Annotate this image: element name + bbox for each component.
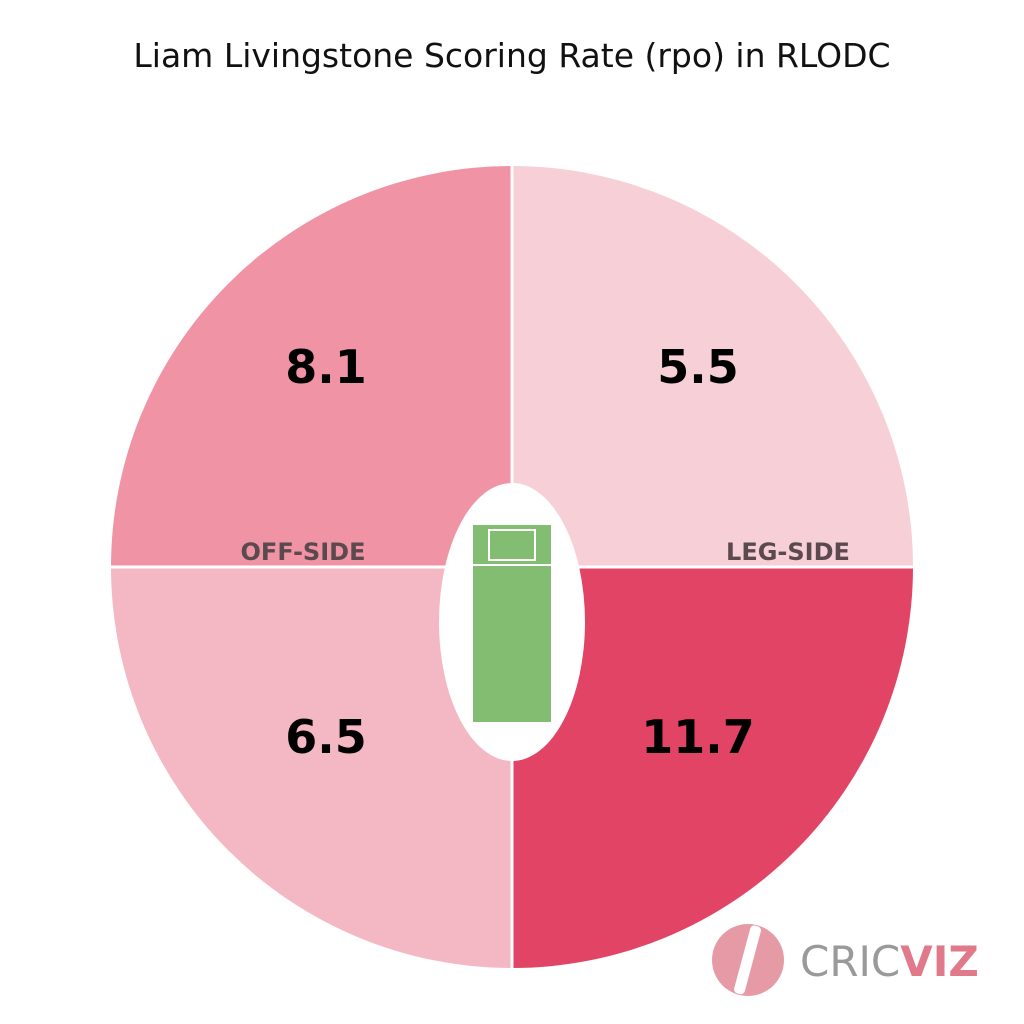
value-label: 6.5: [285, 710, 367, 764]
quadrant: [512, 567, 913, 968]
value-label: 11.7: [641, 710, 755, 764]
value-label: 8.1: [285, 340, 367, 394]
crease: [488, 529, 536, 561]
quadrant: [512, 166, 913, 567]
quadrants: [111, 166, 913, 968]
logo-bat: [734, 925, 761, 995]
logo-viz: VIZ: [900, 937, 979, 986]
quadrant: [111, 567, 512, 968]
chart-title: Liam Livingstone Scoring Rate (rpo) in R…: [133, 36, 891, 75]
value-label: 5.5: [657, 340, 739, 394]
side-label: LEG-SIDE: [726, 538, 850, 566]
quadrant: [111, 166, 512, 567]
pitch: [473, 525, 551, 722]
logo-cric: CRIC: [800, 937, 900, 986]
side-label: OFF-SIDE: [241, 538, 366, 566]
logo-text: CRICVIZ: [800, 937, 979, 986]
